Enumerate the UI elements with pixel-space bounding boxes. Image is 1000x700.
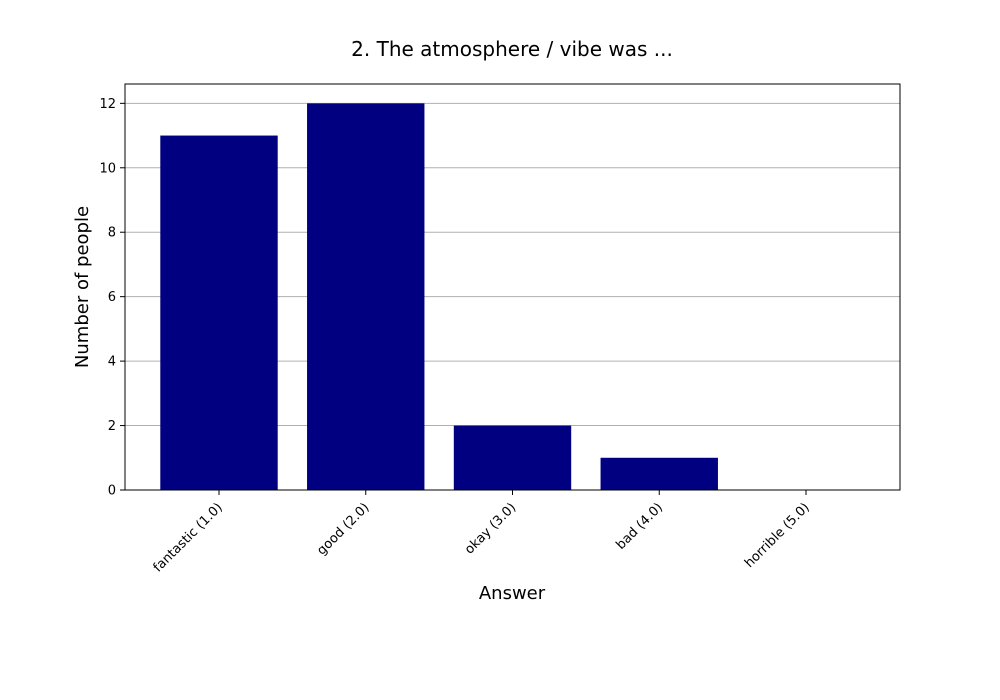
bars <box>160 103 718 491</box>
y-tick-label: 0 <box>108 484 116 499</box>
y-tick-label: 10 <box>99 161 116 176</box>
y-tick-label: 6 <box>108 290 116 305</box>
y-axis-label: Number of people <box>72 206 93 368</box>
bar <box>453 425 572 490</box>
bar <box>600 457 718 490</box>
y-tick-label: 4 <box>108 355 116 370</box>
y-axis-ticks: 0 2 4 6 8 10 12 <box>99 97 125 499</box>
bar <box>160 135 278 491</box>
y-tick-label: 2 <box>108 419 116 434</box>
y-tick-label: 8 <box>108 226 116 241</box>
y-tick-label: 12 <box>99 97 116 112</box>
chart-title: 2. The atmosphere / vibe was ... <box>351 37 673 61</box>
x-axis-label: Answer <box>479 583 546 604</box>
bar <box>307 103 425 490</box>
